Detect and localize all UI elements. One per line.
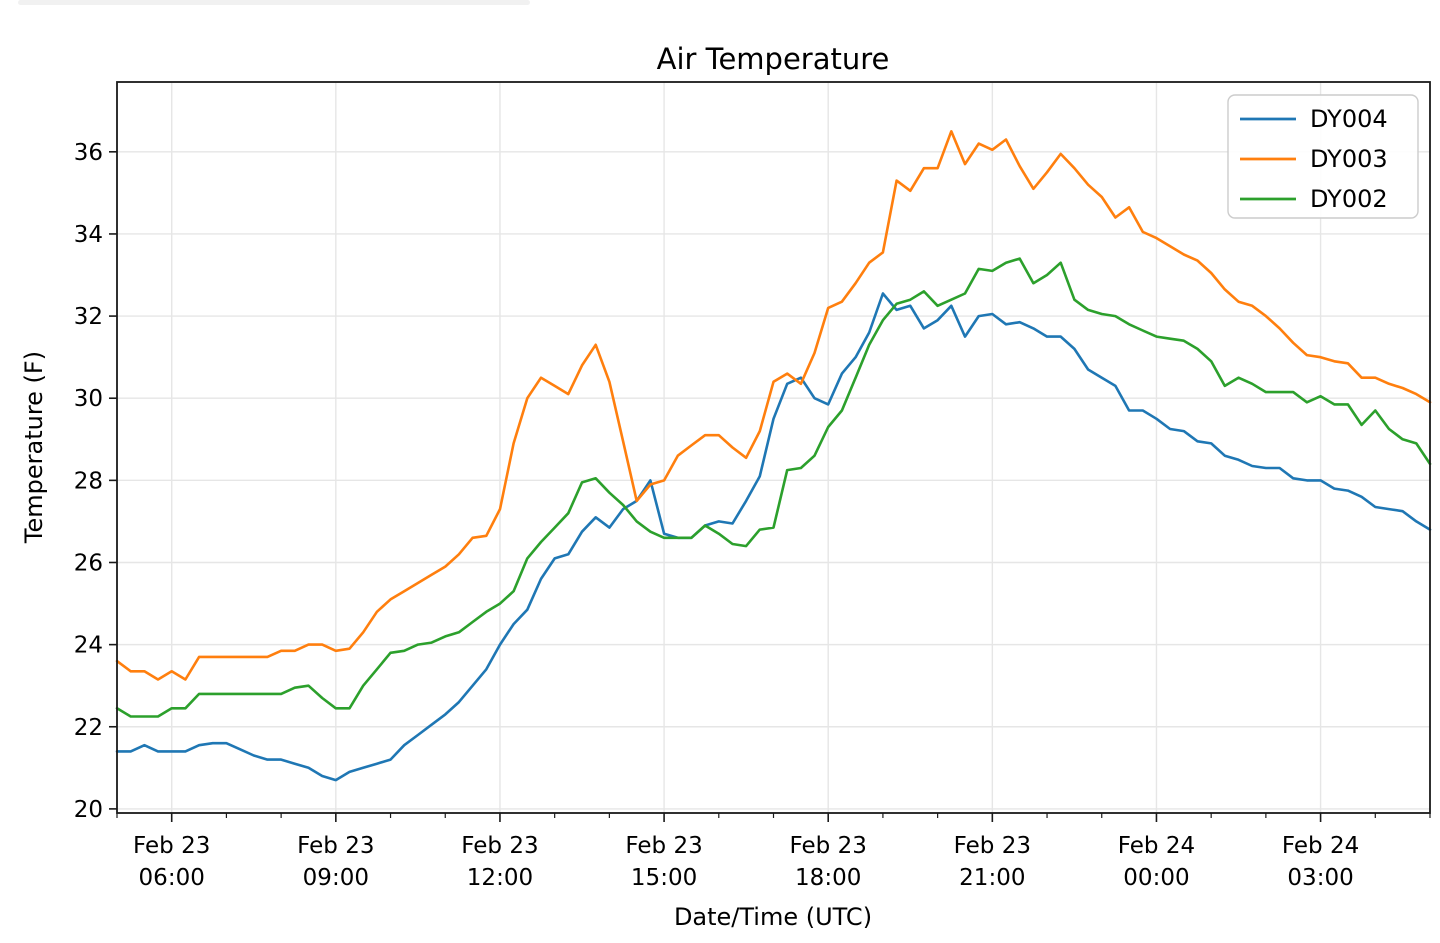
ytick-label: 28 xyxy=(74,468,103,494)
legend-label-DY003: DY003 xyxy=(1310,145,1388,173)
legend: DY004 DY003 DY002 xyxy=(1227,94,1419,219)
ytick-label: 34 xyxy=(74,222,103,248)
series-line-DY004 xyxy=(115,292,1432,782)
xtick-label-time: 09:00 xyxy=(303,865,369,891)
ytick-label: 32 xyxy=(74,304,103,330)
series-line-DY002 xyxy=(115,257,1432,718)
legend-label-DY004: DY004 xyxy=(1310,105,1388,133)
y-axis-label: Temperature (F) xyxy=(20,351,48,544)
legend-box xyxy=(1227,94,1419,219)
xtick-label-date: Feb 23 xyxy=(133,833,210,859)
series-line-DY003 xyxy=(115,130,1432,681)
xtick-label-time: 12:00 xyxy=(467,865,533,891)
x-axis-label: Date/Time (UTC) xyxy=(674,903,872,931)
xtick-label-date: Feb 24 xyxy=(1118,833,1195,859)
ytick-label: 24 xyxy=(74,633,103,659)
chart-title: Air Temperature xyxy=(657,42,890,76)
xtick-label-date: Feb 23 xyxy=(790,833,867,859)
ytick-label: 30 xyxy=(74,386,103,412)
xtick-label-time: 06:00 xyxy=(139,865,205,891)
xtick-label-time: 15:00 xyxy=(631,865,697,891)
ytick-label: 20 xyxy=(74,797,103,823)
top-gray-bar xyxy=(18,0,530,5)
legend-label-DY002: DY002 xyxy=(1310,185,1388,213)
xtick-label-date: Feb 23 xyxy=(297,833,374,859)
ytick-label: 36 xyxy=(74,140,103,166)
xtick-label-date: Feb 23 xyxy=(625,833,702,859)
grid xyxy=(117,82,1430,813)
ytick-label: 22 xyxy=(74,715,103,741)
xtick-label-time: 18:00 xyxy=(795,865,861,891)
xtick-label-time: 21:00 xyxy=(959,865,1025,891)
series-lines xyxy=(115,130,1432,782)
xtick-label-date: Feb 24 xyxy=(1282,833,1359,859)
xtick-label-time: 03:00 xyxy=(1287,865,1353,891)
xtick-label-date: Feb 23 xyxy=(461,833,538,859)
xtick-label-time: 00:00 xyxy=(1123,865,1189,891)
ytick-label: 26 xyxy=(74,550,103,576)
xtick-label-date: Feb 23 xyxy=(954,833,1031,859)
tick-labels: 20 22 24 26 28 30 32 34 36 Feb 23 06:00 Feb 23 09:00… xyxy=(74,140,1431,891)
